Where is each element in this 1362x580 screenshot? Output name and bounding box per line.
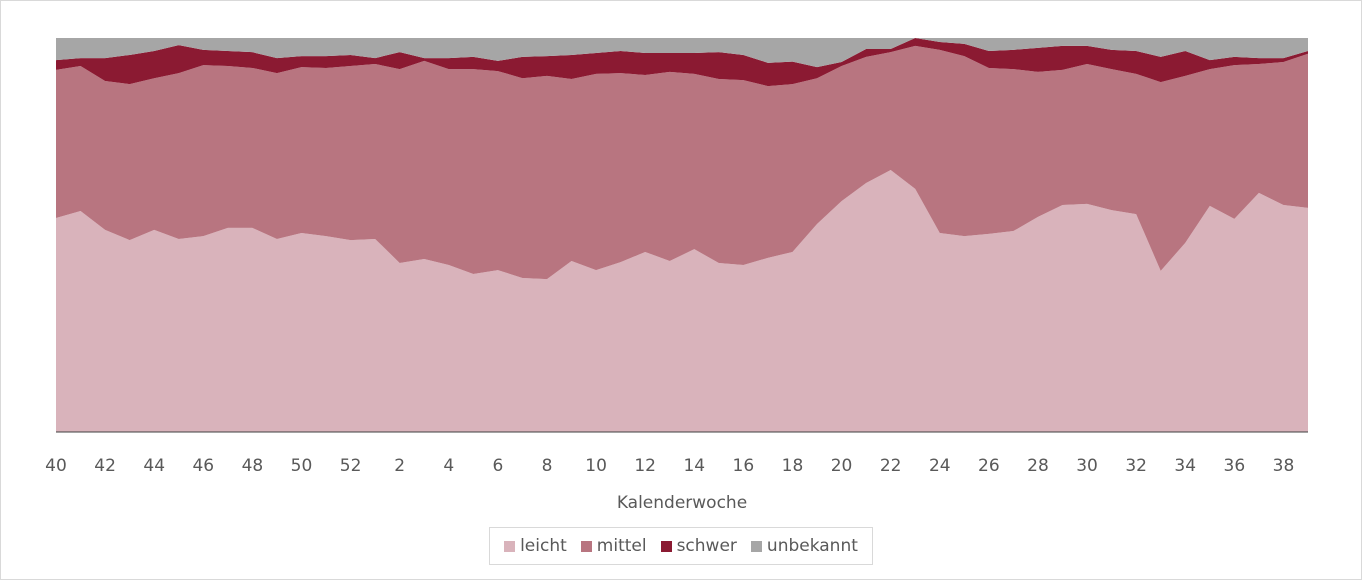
x-tick-label: 40 — [45, 456, 67, 476]
x-tick-label: 14 — [683, 456, 705, 476]
legend-swatch — [750, 540, 762, 552]
area — [56, 38, 1308, 87]
legend-label: schwer — [676, 536, 737, 556]
x-tick-label: 22 — [880, 456, 902, 476]
area — [56, 38, 1308, 68]
legend-item: unbekannt — [750, 536, 858, 556]
legend-label: leicht — [520, 536, 567, 556]
legend-label: unbekannt — [766, 536, 858, 556]
legend-swatch — [580, 540, 592, 552]
legend-label: mittel — [596, 536, 647, 556]
x-tick-label: 6 — [492, 456, 503, 476]
x-tick-label: 36 — [1224, 456, 1246, 476]
x-tick-label: 48 — [242, 456, 264, 476]
x-tick-label: 30 — [1076, 456, 1098, 476]
x-tick-label: 34 — [1174, 456, 1196, 476]
legend-item: schwer — [660, 536, 737, 556]
legend-swatch — [660, 540, 672, 552]
area — [56, 45, 1308, 280]
legend-box: leicht mittel schwer unbekannt — [489, 527, 873, 565]
x-tick-label: 2 — [394, 456, 405, 476]
x-tick-label: 12 — [634, 456, 656, 476]
x-tick-label: 18 — [782, 456, 804, 476]
x-tick-label: 20 — [831, 456, 853, 476]
x-tick-label: 52 — [340, 456, 362, 476]
area — [56, 169, 1308, 433]
x-tick-label: 46 — [192, 456, 214, 476]
x-tick-label: 24 — [929, 456, 951, 476]
x-tick-label: 50 — [291, 456, 313, 476]
legend-item: leicht — [504, 536, 567, 556]
x-tick-label: 38 — [1273, 456, 1295, 476]
legend: leicht mittel schwer unbekannt — [1, 527, 1361, 565]
x-axis-title: Kalenderwoche — [617, 493, 747, 513]
legend-item: mittel — [580, 536, 647, 556]
x-tick-label: 4 — [443, 456, 454, 476]
x-tick-label: 10 — [585, 456, 607, 476]
x-tick-label: 26 — [978, 456, 1000, 476]
x-tick-label: 32 — [1125, 456, 1147, 476]
x-tick-label: 28 — [1027, 456, 1049, 476]
x-tick-label: 8 — [542, 456, 553, 476]
x-tick-label: 16 — [733, 456, 755, 476]
x-tick-label: 44 — [143, 456, 165, 476]
x-tick-label: 42 — [94, 456, 116, 476]
legend-swatch — [504, 540, 516, 552]
